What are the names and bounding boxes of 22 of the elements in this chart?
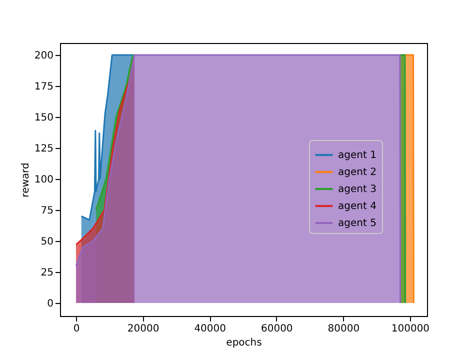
y-tick-label: 175 (34, 82, 54, 93)
x-tick-label: 0 (73, 324, 80, 334)
legend-label: agent 2 (338, 167, 376, 178)
y-tick-label: 125 (34, 144, 54, 155)
y-tick-label: 200 (34, 50, 54, 62)
x-tick-label: 60000 (260, 324, 293, 334)
x-axis-title: epochs (226, 338, 262, 348)
y-axis-title: reward (20, 162, 32, 198)
y-tick-label: 75 (40, 206, 54, 216)
y-tick-label: 50 (40, 236, 54, 248)
x-tick-label: 40000 (194, 324, 226, 334)
y-tick-label: 150 (34, 112, 54, 124)
legend-label: agent 1 (338, 150, 376, 161)
x-tick-label: 80000 (328, 324, 360, 334)
y-tick-label: 0 (47, 298, 54, 310)
x-tick-label: 20000 (127, 324, 160, 334)
legend-label: agent 3 (338, 184, 376, 195)
legend-label: agent 5 (338, 218, 376, 229)
y-tick-label: 100 (34, 174, 54, 186)
legend-label: agent 4 (338, 201, 376, 212)
x-tick-label: 100000 (391, 324, 430, 334)
y-tick-label: 25 (40, 267, 54, 278)
